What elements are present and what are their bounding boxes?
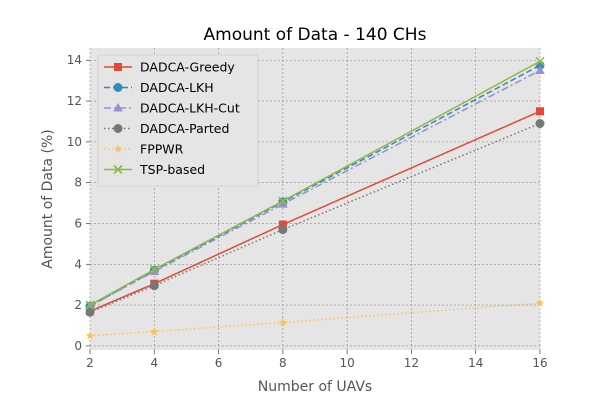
data-point-tsp-based bbox=[535, 56, 545, 66]
y-tick-label: 14 bbox=[67, 53, 82, 67]
legend-marker-tsp-based bbox=[113, 164, 123, 175]
y-tick-label: 8 bbox=[74, 176, 82, 190]
data-point-fppwr bbox=[535, 298, 545, 307]
legend-marker-dadca-lkh bbox=[113, 83, 123, 92]
legend-marker-dadca-parted bbox=[113, 124, 123, 133]
x-tick-label: 2 bbox=[86, 356, 94, 370]
legend-label-dadca-greedy: DADCA-Greedy bbox=[140, 60, 235, 75]
data-point-dadca-greedy bbox=[536, 107, 544, 116]
x-tick-label: 16 bbox=[532, 356, 547, 370]
legend-label-fppwr: FPPWR bbox=[140, 142, 184, 157]
x-tick-label: 12 bbox=[404, 356, 419, 370]
series-line-dadca-greedy bbox=[89, 110, 541, 312]
data-point-dadca-greedy bbox=[278, 220, 287, 229]
legend-box bbox=[97, 54, 259, 187]
data-point-dadca-parted bbox=[535, 119, 545, 128]
data-point-tsp-based bbox=[149, 264, 159, 274]
data-point-tsp-based bbox=[85, 300, 95, 310]
series-group bbox=[85, 56, 545, 340]
x-axis-label: Number of UAVs bbox=[258, 379, 372, 395]
data-point-dadca-parted bbox=[149, 281, 159, 291]
legend-label-tsp-based: TSP-based bbox=[139, 162, 205, 177]
y-axis-label: Amount of Data (%) bbox=[40, 129, 56, 269]
x-tick-label: 6 bbox=[215, 356, 223, 370]
data-point-dadca-parted bbox=[278, 225, 288, 235]
y-tick-label: 4 bbox=[74, 257, 82, 271]
legend-marker-dadca-lkh-cut bbox=[113, 103, 123, 112]
series-line-fppwr bbox=[89, 302, 541, 337]
y-tick-label: 10 bbox=[67, 135, 82, 149]
x-tick-label: 4 bbox=[150, 356, 158, 370]
data-point-tsp-based bbox=[278, 196, 288, 206]
grid-lines bbox=[89, 48, 541, 350]
data-point-fppwr bbox=[278, 317, 288, 327]
data-point-dadca-parted bbox=[85, 307, 95, 317]
legend-label-dadca-lkh: DADCA-LKH bbox=[140, 80, 214, 95]
y-tick-label: 12 bbox=[67, 94, 82, 108]
y-tick-label: 0 bbox=[74, 339, 82, 353]
legend: DADCA-Greedy DADCA-LKH DADCA-LKH-Cut DADCA-… bbox=[97, 54, 259, 187]
y-tick-label: 6 bbox=[74, 216, 82, 230]
legend-marker-fppwr bbox=[113, 144, 123, 153]
y-tick-label: 2 bbox=[74, 298, 82, 312]
chart-title: Amount of Data - 140 CHs bbox=[204, 25, 427, 45]
data-point-fppwr bbox=[85, 331, 95, 340]
x-tick-label: 14 bbox=[468, 356, 483, 370]
series-line-tsp-based bbox=[89, 60, 541, 306]
x-axis-ticks: 2 4 6 8 10 12 14 16 bbox=[86, 350, 548, 370]
series-line-dadca-parted bbox=[89, 122, 541, 313]
data-point-dadca-lkh-cut bbox=[535, 65, 545, 74]
x-tick-label: 10 bbox=[340, 356, 355, 370]
series-line-dadca-lkh-cut bbox=[89, 69, 541, 307]
legend-label-dadca-parted: DADCA-Parted bbox=[140, 121, 229, 136]
data-point-fppwr bbox=[150, 327, 159, 336]
data-point-dadca-lkh-cut bbox=[278, 199, 288, 208]
x-tick-label: 8 bbox=[279, 356, 287, 370]
legend-marker-dadca-greedy bbox=[114, 63, 122, 71]
legend-label-dadca-lkh-cut: DADCA-LKH-Cut bbox=[140, 101, 240, 116]
y-axis-ticks: 0 2 4 6 8 10 12 14 bbox=[67, 53, 90, 353]
